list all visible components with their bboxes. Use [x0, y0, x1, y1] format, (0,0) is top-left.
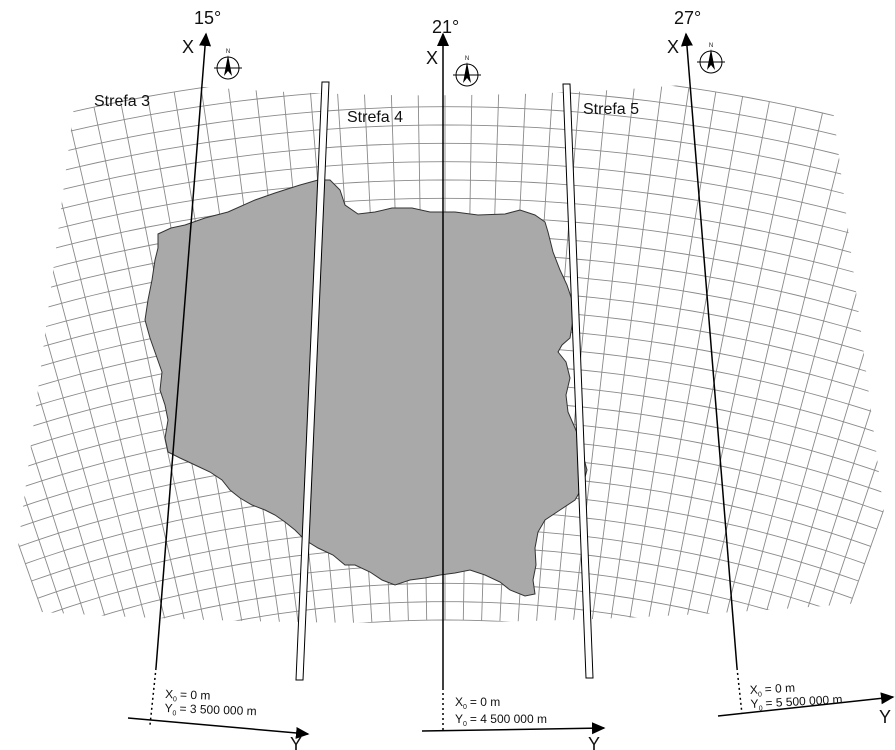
grid-meridian: [67, 112, 192, 623]
compass-label: N: [465, 56, 469, 62]
svg-text:Y0= 3 500 000 m: Y0 = 3 500 000 m: [164, 701, 256, 720]
grid-meridian: [10, 140, 121, 623]
compass-rose-icon: N: [214, 49, 242, 80]
compass-label: N: [709, 43, 713, 49]
origin-annotation-zone-5: X0 = 0 m Y0 = 5 500 000 m: [749, 681, 843, 713]
meridian-label-zone-5: 27°: [674, 8, 701, 28]
x-axis-zone-5-ext: [736, 667, 743, 715]
zone-label-4: Strefa 4: [347, 109, 403, 126]
x0-value: = 0 m: [180, 688, 211, 703]
grid-meridian: [10, 166, 69, 623]
origin-annotation-zone-4: X0 = 0 m Y0 = 4 500 000 m: [455, 695, 547, 728]
x-axis-zone-5: [680, 32, 738, 669]
x-axis-zone-3-ext: [149, 667, 157, 726]
grid-meridian: [821, 166, 895, 623]
svg-text:Y0= 5 500 000 m: Y0 = 5 500 000 m: [750, 692, 843, 713]
y0-value: = 4 500 000 m: [470, 712, 547, 726]
y-axis-label-zone-5: Y: [879, 707, 891, 727]
grid-meridian: [662, 101, 770, 623]
grid-meridian: [93, 107, 210, 623]
grid-meridian: [10, 148, 104, 623]
meridian-label-zone-3: 15°: [194, 8, 221, 28]
y0-subscript: 0: [759, 705, 763, 712]
y-axis-label-zone-4: Y: [588, 734, 600, 750]
y-axis-zone-3: [127, 717, 310, 739]
grid-meridian: [680, 107, 797, 623]
y0-value: = 5 500 000 m: [765, 692, 843, 710]
zone-label-3: Strefa 3: [94, 93, 150, 110]
grid-meridian: [734, 125, 876, 623]
svg-text:Y0= 4 500 000 m: Y0 = 4 500 000 m: [455, 712, 547, 728]
zone-boundary-4-5: [562, 83, 594, 679]
grid-meridian: [590, 84, 663, 623]
x0-subscript: 0: [758, 691, 762, 698]
grid-meridian: [804, 157, 895, 623]
compass-rose-icon: N: [453, 56, 481, 87]
grid-meridian: [644, 96, 744, 623]
y0-symbol: Y: [750, 697, 759, 711]
y0-subscript: 0: [172, 710, 176, 717]
country-outline: [144, 179, 588, 597]
origin-annotation-zone-3: X0 = 0 m Y0 = 3 500 000 m: [164, 687, 256, 720]
grid-parallel: [10, 106, 895, 202]
svg-text:X0= 0 m: X0 = 0 m: [749, 681, 795, 699]
y0-value: = 3 500 000 m: [179, 702, 257, 719]
grid-meridian: [554, 77, 609, 623]
x-axis-zone-3: [155, 32, 212, 669]
grid-meridian: [608, 87, 690, 623]
y0-symbol: Y: [164, 701, 172, 715]
grid-meridian: [40, 119, 174, 623]
grid-meridian: [698, 112, 823, 623]
grid-meridian: [10, 157, 86, 623]
svg-text:X0= 0 m: X0 = 0 m: [165, 687, 211, 705]
x0-symbol: X: [749, 683, 758, 697]
grid-meridian: [786, 148, 895, 623]
y0-symbol: Y: [455, 712, 463, 726]
x0-symbol: X: [455, 695, 463, 709]
y0-subscript: 0: [463, 721, 467, 728]
compass-label: N: [226, 49, 230, 55]
grid-meridian: [14, 125, 156, 623]
y-axis-zone-5: [717, 692, 895, 717]
grid-meridian: [626, 91, 717, 623]
zone-boundaries: [295, 81, 594, 681]
svg-text:X0= 0 m: X0 = 0 m: [455, 695, 500, 711]
grid-meridian: [10, 133, 139, 623]
zone-label-5: Strefa 5: [583, 101, 639, 118]
meridian-label-zone-4: 21°: [432, 17, 459, 37]
x-axis-label-zone-5: X: [667, 37, 679, 57]
grid-meridian: [716, 119, 850, 623]
x0-symbol: X: [165, 687, 173, 701]
x0-value: = 0 m: [764, 681, 795, 697]
grid-meridian: [769, 140, 895, 623]
zone-boundary-3-4: [295, 81, 330, 681]
y-axis-zone-4: [421, 722, 606, 735]
x-axis-label-zone-3: X: [182, 37, 194, 57]
grid-parallel: [68, 619, 822, 623]
x0-value: = 0 m: [470, 695, 500, 709]
x0-subscript: 0: [173, 696, 177, 703]
compass-rose-icon: N: [697, 43, 725, 74]
y-axis-label-zone-3: Y: [290, 734, 302, 750]
x-axis-label-zone-4: X: [426, 48, 438, 68]
x0-subscript: 0: [463, 704, 467, 711]
meridian-axes: [127, 32, 895, 739]
